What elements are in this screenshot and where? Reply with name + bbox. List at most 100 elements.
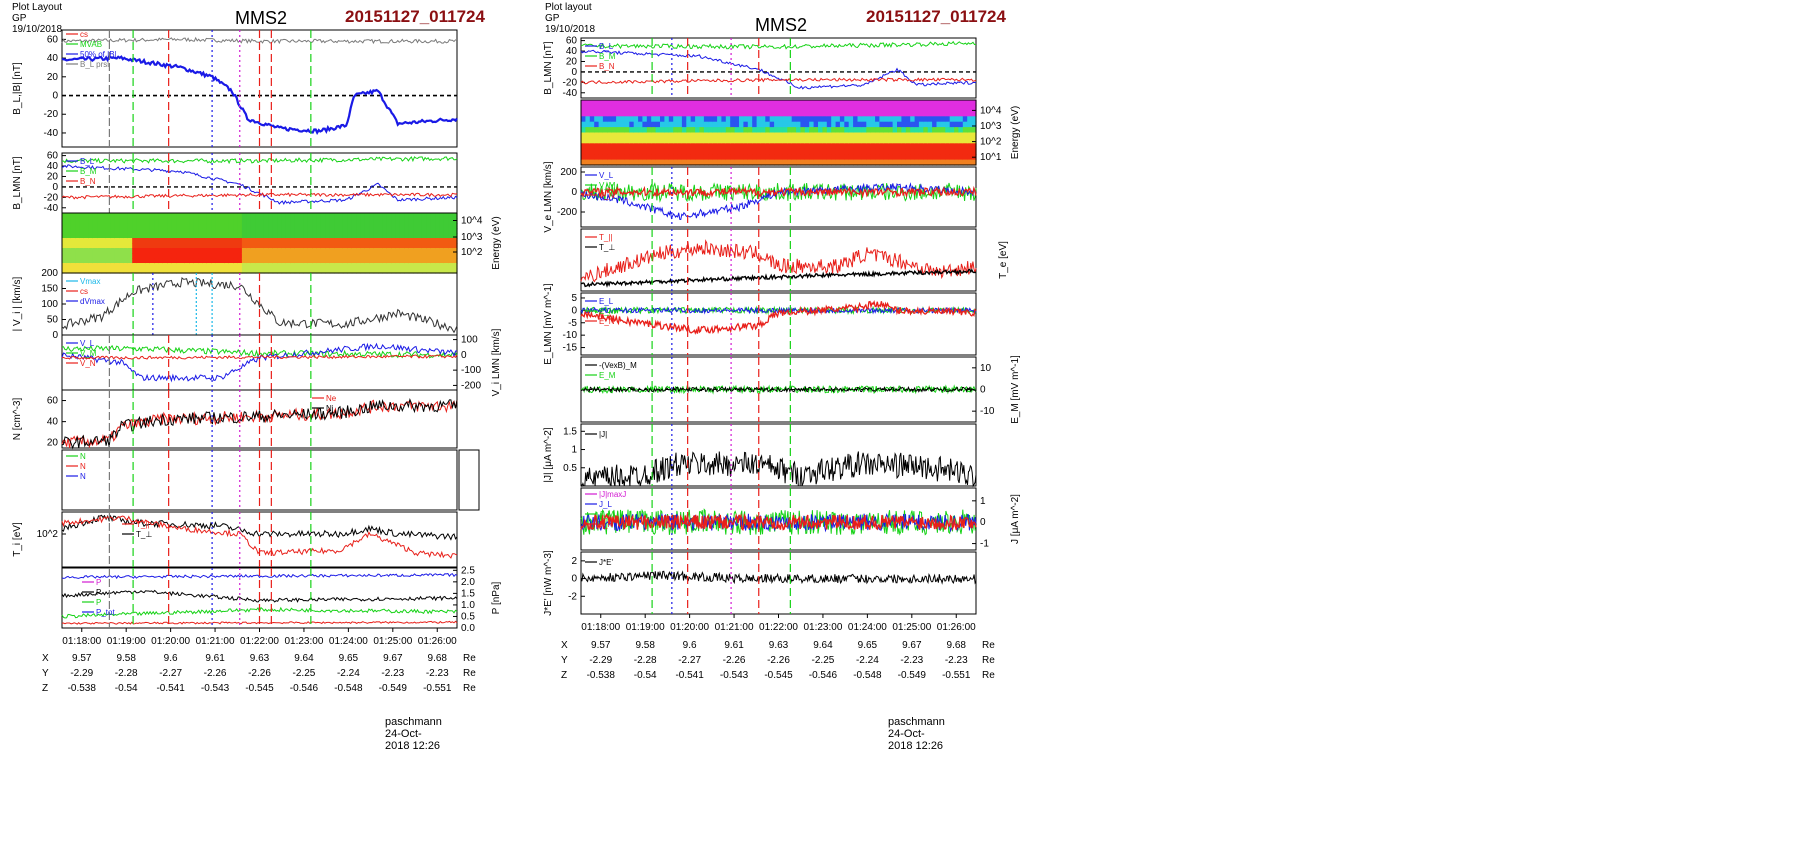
left-panel-ion-spectrogram-cell [241,238,247,244]
right-panel-velmn-legend-label: V_M [599,181,616,190]
left-panel-ion-spectrogram-cell [176,253,182,259]
left-panel-ion-spectrogram-cell [220,223,225,229]
right-panel-je-tick-label: 2 [571,556,577,567]
right-panel-electron-spectrogram-cell [743,159,749,166]
left-panel-ion-spectrogram-cell [430,233,436,239]
left-panel-ion-spectrogram-cell [259,238,265,244]
right-panel-electron-spectrogram-cell [927,105,933,112]
right-panel-blmn-tick-label: 0 [571,67,577,78]
right-panel-electron-spectrogram-cell [585,110,591,117]
right-panel-electron-spectrogram-cell [589,121,595,128]
right-panel-electron-spectrogram-cell [844,154,850,161]
right-panel-electron-spectrogram-cell [725,154,731,161]
left-panel-ion-spectrogram-cell [312,233,318,239]
left-panel-ion-spectrogram-cell [421,263,427,269]
right-panel-electron-spectrogram-cell [699,148,705,155]
left-panel-ion-spectrogram-cell [347,233,353,239]
right-panel-electron-spectrogram-cell [949,154,955,161]
left-panel-ion-spectrogram-cell [351,268,357,274]
right-panel-electron-spectrogram-cell [967,121,973,128]
right-panel-electron-spectrogram-cell [765,132,771,139]
right-panel-electron-spectrogram-cell [765,116,771,123]
right-panel-electron-spectrogram-cell [703,143,709,150]
right-panel-electron-spectrogram-cell [607,116,613,123]
right-panel-electron-spectrogram-cell [883,121,889,128]
left-panel-ion-spectrogram-cell [123,238,129,244]
right-panel-electron-spectrogram-cell [813,105,819,112]
left-panel-ion-spectrogram-cell [220,233,225,239]
left-panel-ion-spectrogram-cell [351,258,357,264]
right-panel-electron-spectrogram-cell [668,116,674,123]
right-panel-electron-spectrogram-cell [633,121,639,128]
right-time-axis-tick-label: 01:19:00 [626,622,665,633]
left-panel-ion-spectrogram-cell [149,268,155,274]
left-panel-ion-spectrogram-cell [299,228,304,234]
left-panel-ion-spectrogram-cell [215,243,221,249]
left-panel-ion-spectrogram-cell [312,228,318,234]
left-panel-ion-spectrogram-cell [277,223,283,229]
right-panel-electron-spectrogram-cell [624,143,630,150]
right-panel-electron-spectrogram-cell [629,137,635,144]
left-panel-ion-spectrogram-cell [399,223,405,229]
left-panel-ion-spectrogram-cell [180,213,186,219]
right-panel-electron-spectrogram-cell [910,100,916,106]
right-panel-electron-spectrogram-cell [581,154,586,161]
left-panel-ion-spectrogram-cell [347,253,353,259]
left-panel-ion-spectrogram-cell [263,268,269,274]
left-panel-ion-spectrogram-cell [211,268,217,274]
left-panel-ion-spectrogram-cell [382,243,388,249]
left-panel-ion-spectrogram-cell [448,238,454,244]
right-panel-electron-spectrogram-cell [598,116,604,123]
right-panel-electron-spectrogram-cell [629,116,635,123]
left-panel-ion-spectrogram-cell [417,228,423,234]
right-panel-electron-spectrogram-cell [743,121,749,128]
left-panel-ion-spectrogram-cell [277,248,283,254]
right-panel-electron-spectrogram-cell [800,148,806,155]
right-panel-electron-spectrogram-cell [796,100,802,106]
left-panel-ion-spectrogram-cell [272,233,278,239]
left-panel-ion-spectrogram-cell [399,228,405,234]
right-panel-electron-spectrogram-cell [681,132,687,139]
right-panel-electron-spectrogram-cell [660,143,665,150]
left-panel-ion-spectrogram-cell [123,268,129,274]
left-panel-ion-spectrogram-cell [272,253,278,259]
right-panel-electron-spectrogram-cell [897,127,902,134]
left-panel-ion-spectrogram-cell [421,213,427,219]
right-panel-electron-spectrogram-cell [835,132,841,139]
right-panel-electron-spectrogram-cell [760,132,766,139]
right-panel-electron-spectrogram-cell [875,116,881,123]
right-panel-electron-spectrogram-cell [769,159,775,166]
left-panel-ion-spectrogram-cell [373,258,379,264]
right-panel-electron-spectrogram-cell [695,121,701,128]
left-panel-ion-spectrogram-cell [92,243,98,249]
left-panel-ion-spectrogram-cell [193,238,199,244]
left-panel-ion-spectrogram-cell [272,268,278,274]
left-panel-ion-spectrogram-cell [66,238,72,244]
right-panel-electron-spectrogram-cell [664,116,670,123]
left-panel-ion-spectrogram-cell [281,233,287,239]
right-panel-electron-spectrogram-cell [818,110,823,117]
left-panel-ion-spectrogram-cell [382,248,388,254]
left-panel-ion-spectrogram-cell [312,258,318,264]
left-panel-ion-spectrogram-cell [417,238,423,244]
right-panel-electron-spectrogram-cell [809,159,815,166]
right-time-axis-tick-label: 01:23:00 [803,622,842,633]
right-panel-electron-spectrogram-cell [624,116,630,123]
right-panel-electron-spectrogram-cell [971,100,977,106]
left-panel-ion-spectrogram-cell [237,263,243,269]
left-panel-ion-spectrogram-cell [360,253,366,259]
left-panel-ion-spectrogram-cell [92,268,98,274]
left-panel-ion-spectrogram-cell [66,263,72,269]
right-panel-electron-spectrogram-cell [765,159,771,166]
left-panel-ion-spectrogram-cell [202,268,208,274]
left-panel-ion-spectrogram-cell [347,223,353,229]
right-panel-electron-spectrogram-cell [905,132,911,139]
left-panel-ion-spectrogram-cell [70,253,76,259]
left-panel-ion-spectrogram-cell [281,258,287,264]
right-panel-electron-spectrogram-cell [782,143,788,150]
right-panel-electron-spectrogram-cell [870,116,876,123]
left-panel-ion-spectrogram-cell [268,258,274,264]
right-panel-electron-spectrogram-cell [958,121,964,128]
left-panel-ion-spectrogram-cell [417,253,423,259]
right-panel-electron-spectrogram-cell [778,154,784,161]
